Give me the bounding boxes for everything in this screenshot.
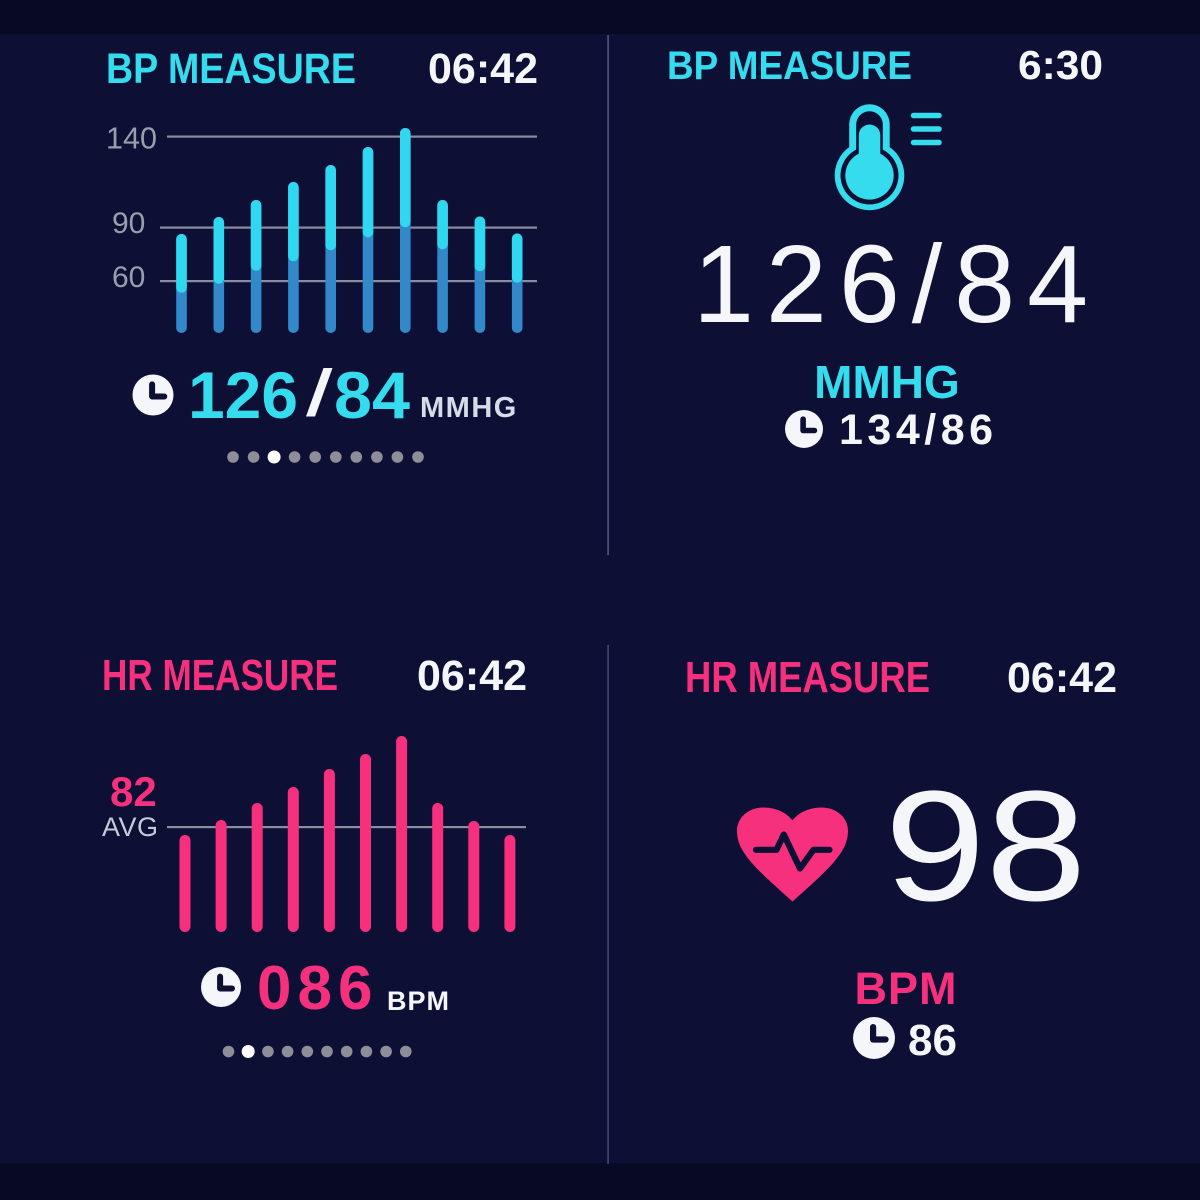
svg-text:BP MEASURE: BP MEASURE xyxy=(106,45,356,93)
svg-text:90: 90 xyxy=(112,207,145,240)
svg-text:82: 82 xyxy=(110,768,157,815)
svg-text:06:42: 06:42 xyxy=(417,652,527,700)
svg-text:HR MEASURE: HR MEASURE xyxy=(685,653,930,702)
svg-text:MMHG: MMHG xyxy=(814,356,960,408)
svg-text:BPM: BPM xyxy=(387,986,450,1016)
svg-text:86: 86 xyxy=(908,1016,957,1065)
svg-text:6:30: 6:30 xyxy=(1018,42,1103,88)
svg-text:98: 98 xyxy=(885,759,1087,934)
svg-text:BP MEASURE: BP MEASURE xyxy=(667,44,912,88)
svg-text:126: 126 xyxy=(188,358,298,432)
svg-text:MMHG: MMHG xyxy=(420,392,518,424)
svg-text:06:42: 06:42 xyxy=(428,45,538,93)
svg-text:84: 84 xyxy=(334,358,410,432)
svg-text:60: 60 xyxy=(112,261,145,294)
svg-text:HR MEASURE: HR MEASURE xyxy=(102,651,338,700)
svg-text:086: 086 xyxy=(257,954,378,1023)
svg-text:06:42: 06:42 xyxy=(1007,654,1117,702)
svg-text:134/86: 134/86 xyxy=(839,406,998,454)
svg-text:AVG: AVG xyxy=(102,812,159,842)
svg-text:BPM: BPM xyxy=(855,963,958,1014)
svg-text:140: 140 xyxy=(106,121,157,156)
svg-text:126/84: 126/84 xyxy=(693,223,1100,346)
